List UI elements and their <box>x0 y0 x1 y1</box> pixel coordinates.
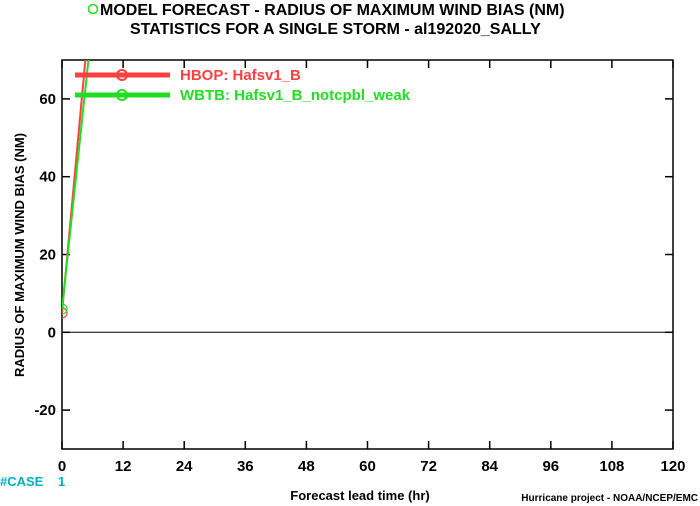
x-tick-label: 36 <box>237 458 254 475</box>
x-tick-label: 24 <box>176 458 193 475</box>
series-point-2 <box>62 303 68 315</box>
x-tick-label: 96 <box>542 458 559 475</box>
x-tick-label: 108 <box>599 458 624 475</box>
case-label: #CASE <box>0 474 44 489</box>
series-point-2 <box>88 16 98 26</box>
y-tick-label: 20 <box>39 247 56 264</box>
y-axis: -20 0 20 40 60 <box>34 91 673 419</box>
x-tick-label: 60 <box>359 458 376 475</box>
y-tick-label: 40 <box>39 169 56 186</box>
title-marker-icon <box>87 3 99 15</box>
legend-marker-2 <box>116 89 128 101</box>
legend-marker-1 <box>116 69 128 81</box>
series-layer <box>62 16 98 319</box>
chart-title-line1: MODEL FORECAST - RADIUS OF MAXIMUM WIND … <box>100 2 565 19</box>
series-line-2 <box>62 60 90 310</box>
legend: HBOP: Hafsv1_B WBTB: Hafsv1_B_notcpbl_wea… <box>75 67 411 104</box>
case-count: 1 <box>58 474 65 489</box>
x-axis: 0 12 24 36 48 60 72 84 96 108 120 <box>58 60 686 475</box>
y-axis-label: RADIUS OF MAXIMUM WIND BIAS (NM) <box>12 133 27 377</box>
x-tick-label: 48 <box>298 458 315 475</box>
x-tick-label: 84 <box>481 458 498 475</box>
y-tick-label: 60 <box>39 91 56 108</box>
x-tick-label: 0 <box>58 458 66 475</box>
y-tick-label: -20 <box>34 402 56 419</box>
series-point-1 <box>62 307 68 319</box>
x-tick-label: 72 <box>420 458 437 475</box>
x-tick-label: 12 <box>115 458 132 475</box>
legend-label-1: HBOP: Hafsv1_B <box>180 67 301 84</box>
chart-title-line2: STATISTICS FOR A SINGLE STORM - al192020… <box>130 21 541 38</box>
credit-text: Hurricane project - NOAA/NCEP/EMC <box>521 493 698 504</box>
x-axis-label: Forecast lead time (hr) <box>290 488 429 503</box>
x-tick-label: 120 <box>660 458 685 475</box>
legend-label-2: WBTB: Hafsv1_B_notcpbl_weak <box>180 87 411 104</box>
y-tick-label: 0 <box>48 324 56 341</box>
plot-frame <box>61 59 674 450</box>
